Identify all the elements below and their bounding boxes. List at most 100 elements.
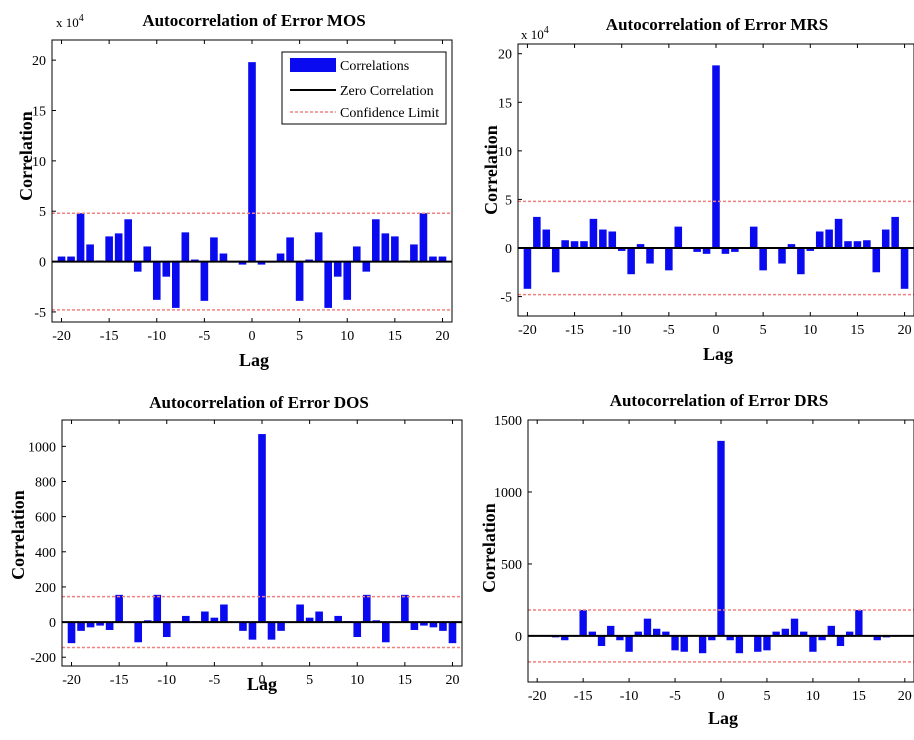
bar: [787, 244, 796, 248]
y-tick-label: 200: [35, 581, 56, 596]
y-axis-label: Correlation: [16, 111, 36, 201]
bar: [891, 216, 899, 248]
bar: [523, 248, 532, 289]
bar: [625, 635, 633, 652]
bar: [67, 256, 75, 262]
bar: [429, 622, 438, 628]
bar: [580, 241, 588, 248]
bar: [439, 622, 447, 631]
y-tick-label: 1000: [494, 486, 522, 501]
bar: [881, 229, 890, 248]
x-axis-label: Lag: [708, 708, 738, 728]
bar: [105, 236, 113, 262]
bar: [589, 218, 598, 248]
bar: [855, 610, 863, 636]
bar: [643, 618, 652, 636]
bar: [702, 248, 711, 254]
bar: [248, 622, 257, 640]
x-tick-label: -10: [620, 689, 639, 704]
y-tick-label: 10: [32, 155, 46, 170]
bar: [809, 635, 817, 652]
bar: [238, 261, 247, 265]
bar: [248, 62, 256, 262]
x-tick-label: -10: [147, 329, 166, 344]
bar: [134, 622, 142, 643]
bar: [542, 229, 551, 248]
bar: [448, 622, 457, 644]
bar: [239, 622, 247, 631]
plot-area: [518, 65, 914, 296]
bar: [680, 635, 688, 652]
bar: [286, 237, 294, 262]
bar: [172, 261, 180, 308]
bar: [57, 256, 66, 262]
x-tick-label: 15: [398, 673, 412, 688]
bar: [362, 594, 371, 623]
bar: [182, 615, 190, 623]
y-tick-label: 0: [515, 630, 522, 645]
bar: [616, 635, 624, 641]
bar: [115, 594, 123, 623]
bar: [815, 231, 824, 248]
y-tick-label: 0: [505, 242, 512, 257]
bar: [772, 631, 780, 636]
y-tick-label: 1500: [494, 414, 522, 429]
x-tick-label: 15: [850, 323, 864, 338]
bar: [352, 246, 361, 262]
panel-drs: Autocorrelation of Error DRS Lag Correla…: [479, 391, 914, 728]
bar: [105, 622, 114, 630]
bar: [754, 635, 762, 652]
bar: [153, 594, 162, 623]
bar: [133, 261, 142, 272]
y-tick-label: 800: [35, 476, 56, 491]
y-tick-label: 0: [39, 256, 46, 271]
x-tick-label: -5: [209, 673, 221, 688]
bar: [597, 635, 606, 647]
bar: [561, 635, 569, 641]
bar: [873, 635, 881, 641]
bar: [717, 440, 725, 636]
y-tick-label: 5: [505, 193, 512, 208]
x-axis-label: Lag: [239, 350, 269, 370]
x-axis-label: Lag: [247, 674, 277, 694]
bar: [781, 628, 790, 636]
bar: [579, 610, 587, 636]
y-tick-label: 500: [501, 558, 522, 573]
x-tick-label: -15: [110, 673, 129, 688]
bar: [391, 236, 399, 262]
bar: [296, 604, 304, 623]
x-axis-label: Lag: [703, 344, 733, 364]
x-tick-label: -5: [199, 329, 211, 344]
bar: [708, 635, 716, 641]
bar: [674, 226, 683, 248]
bar: [333, 261, 342, 277]
bar: [305, 617, 314, 623]
bar: [533, 216, 541, 248]
bar: [162, 622, 171, 638]
bar: [797, 248, 805, 275]
bar: [634, 631, 642, 636]
bar: [588, 631, 597, 636]
bar: [420, 622, 428, 626]
bar: [790, 618, 799, 636]
x-tick-label: 0: [249, 329, 256, 344]
y-tick-label: -200: [30, 651, 56, 666]
bar: [381, 233, 390, 262]
x-tick-label: -15: [565, 323, 584, 338]
bar: [334, 615, 342, 623]
bar: [617, 248, 626, 251]
chart-title: Autocorrelation of Error MRS: [606, 15, 828, 34]
bar: [834, 218, 843, 248]
x-tick-label: 10: [806, 689, 820, 704]
bar: [210, 617, 219, 623]
x-tick-label: 10: [350, 673, 364, 688]
x-tick-label: 5: [306, 673, 313, 688]
bar: [382, 622, 390, 643]
bar: [210, 237, 218, 262]
legend-correlations: Correlations: [340, 59, 409, 74]
bar: [438, 256, 447, 262]
x-tick-label: 10: [803, 323, 817, 338]
y-tick-label: 600: [35, 511, 56, 526]
bar: [845, 631, 854, 636]
